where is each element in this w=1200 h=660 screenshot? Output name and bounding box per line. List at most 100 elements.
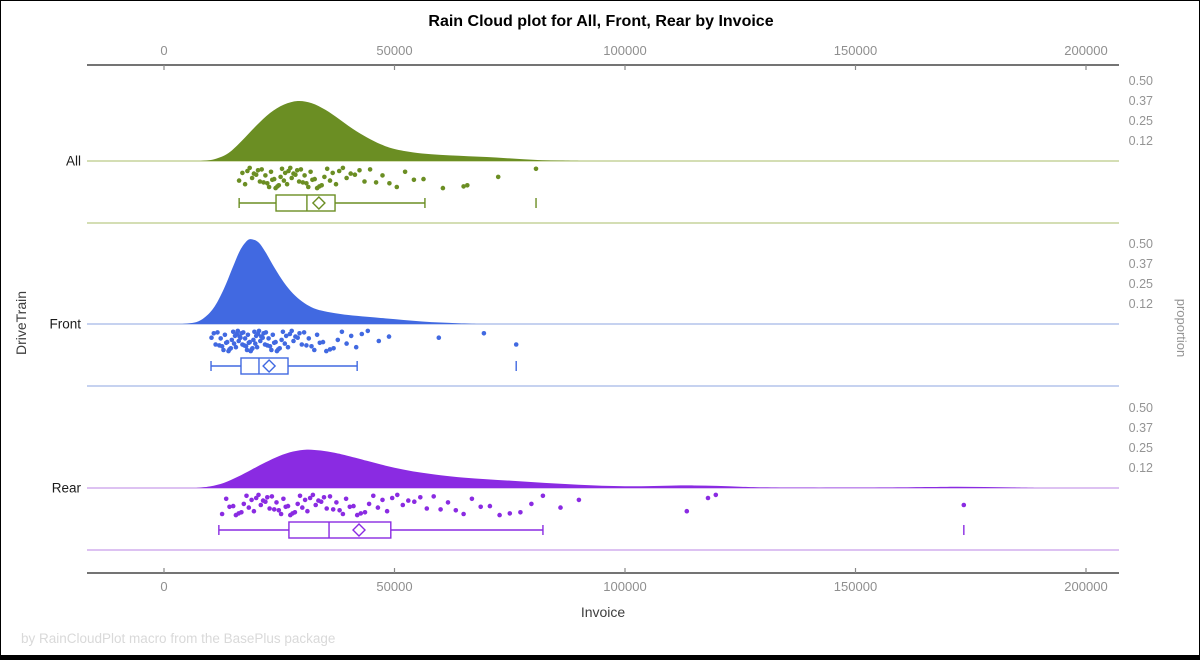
scatter-point bbox=[518, 510, 523, 515]
scatter-point bbox=[271, 507, 277, 512]
scatter-point bbox=[334, 500, 339, 505]
scatter-point bbox=[278, 511, 284, 517]
scatter-point bbox=[242, 336, 248, 341]
scatter-point bbox=[347, 504, 353, 510]
scatter-point bbox=[256, 328, 262, 334]
proportion-tick-label: 0.50 bbox=[1129, 237, 1153, 251]
scatter-point bbox=[343, 496, 349, 502]
scatter-point bbox=[507, 511, 513, 516]
scatter-point bbox=[227, 504, 232, 510]
scatter-point bbox=[267, 344, 273, 349]
scatter-point bbox=[279, 166, 285, 172]
scatter-point bbox=[367, 167, 373, 172]
scatter-point bbox=[221, 347, 226, 353]
scatter-point bbox=[288, 165, 293, 171]
scatter-point bbox=[296, 179, 302, 184]
scatter-points-all bbox=[236, 165, 539, 191]
scatter-point bbox=[242, 181, 248, 187]
scatter-point bbox=[289, 175, 295, 181]
scatter-point bbox=[312, 347, 317, 353]
scatter-point bbox=[461, 511, 466, 517]
scatter-point bbox=[281, 178, 287, 183]
scatter-point bbox=[256, 492, 261, 498]
scatter-point bbox=[222, 332, 228, 338]
category-label-all: All bbox=[66, 154, 81, 169]
proportion-tick-label: 0.50 bbox=[1129, 74, 1153, 88]
scatter-point bbox=[540, 493, 546, 499]
scatter-point bbox=[339, 329, 345, 335]
scatter-point bbox=[268, 169, 274, 175]
box-iqr bbox=[275, 194, 336, 212]
scatter-point bbox=[344, 341, 349, 346]
scatter-point bbox=[357, 168, 362, 173]
proportion-tick-label: 0.12 bbox=[1129, 134, 1153, 148]
proportion-tick-label: 0.37 bbox=[1129, 94, 1153, 108]
scatter-point bbox=[228, 346, 234, 351]
x-axis-top-tick-label: 0 bbox=[160, 43, 167, 58]
scatter-point bbox=[233, 344, 239, 350]
scatter-point bbox=[380, 173, 385, 178]
scatter-point bbox=[274, 500, 279, 505]
x-axis-top-tick-label: 200000 bbox=[1064, 43, 1107, 58]
scatter-point bbox=[312, 176, 318, 182]
scatter-point bbox=[299, 342, 305, 347]
scatter-point bbox=[320, 339, 326, 345]
scatter-point bbox=[335, 337, 341, 343]
scatter-point bbox=[406, 498, 411, 503]
proportion-tick-label: 0.12 bbox=[1129, 461, 1153, 475]
scatter-point bbox=[306, 184, 311, 190]
scatter-point bbox=[365, 328, 371, 334]
scatter-point bbox=[308, 169, 313, 175]
category-label-front: Front bbox=[49, 317, 81, 332]
scatter-point bbox=[421, 176, 426, 182]
scatter-point bbox=[371, 493, 376, 499]
scatter-point bbox=[238, 335, 243, 341]
scatter-point bbox=[243, 344, 249, 349]
scatter-point bbox=[319, 183, 325, 188]
scatter-point bbox=[283, 333, 289, 339]
scatter-point bbox=[306, 336, 312, 341]
scatter-point bbox=[276, 183, 282, 188]
scatter-point bbox=[310, 492, 316, 498]
scatter-point bbox=[440, 185, 446, 191]
scatter-point bbox=[209, 335, 214, 341]
scatter-point bbox=[266, 184, 272, 190]
scatter-point bbox=[276, 508, 282, 513]
scatter-point bbox=[362, 510, 368, 515]
scatter-point bbox=[386, 334, 392, 339]
scatter-point bbox=[465, 183, 470, 188]
window-bottom-edge bbox=[1, 655, 1199, 659]
scatter-point bbox=[431, 494, 437, 499]
scatter-point bbox=[273, 339, 278, 345]
scatter-point bbox=[314, 332, 320, 338]
scatter-point bbox=[324, 506, 330, 511]
scatter-point bbox=[327, 494, 333, 499]
scatter-point bbox=[219, 344, 225, 349]
scatter-point bbox=[247, 165, 252, 171]
mean-diamond bbox=[311, 196, 326, 210]
scatter-point bbox=[255, 168, 261, 173]
scatter-point bbox=[293, 172, 298, 177]
scatter-point bbox=[373, 180, 379, 185]
scatter-point bbox=[961, 502, 967, 508]
scatter-point bbox=[295, 501, 301, 507]
box-plot-front bbox=[210, 357, 517, 375]
scatter-point bbox=[258, 502, 264, 508]
scatter-point bbox=[269, 347, 274, 353]
scatter-point bbox=[252, 329, 257, 335]
scatter-point bbox=[394, 184, 400, 190]
scatter-point bbox=[247, 339, 252, 345]
scatter-point bbox=[265, 181, 270, 186]
scatter-point bbox=[354, 512, 360, 518]
scatter-point bbox=[351, 503, 356, 509]
footer-note: by RainCloudPlot macro from the BasePlus… bbox=[21, 631, 335, 646]
scatter-point bbox=[271, 176, 277, 182]
scatter-point bbox=[298, 167, 304, 172]
scatter-point bbox=[412, 499, 417, 505]
scatter-point bbox=[387, 181, 392, 186]
x-axis-top-tick-label: 50000 bbox=[376, 43, 412, 58]
x-axis-bottom-tick-label: 100000 bbox=[603, 579, 646, 594]
mean-diamond bbox=[262, 359, 277, 373]
scatter-point bbox=[461, 184, 466, 189]
